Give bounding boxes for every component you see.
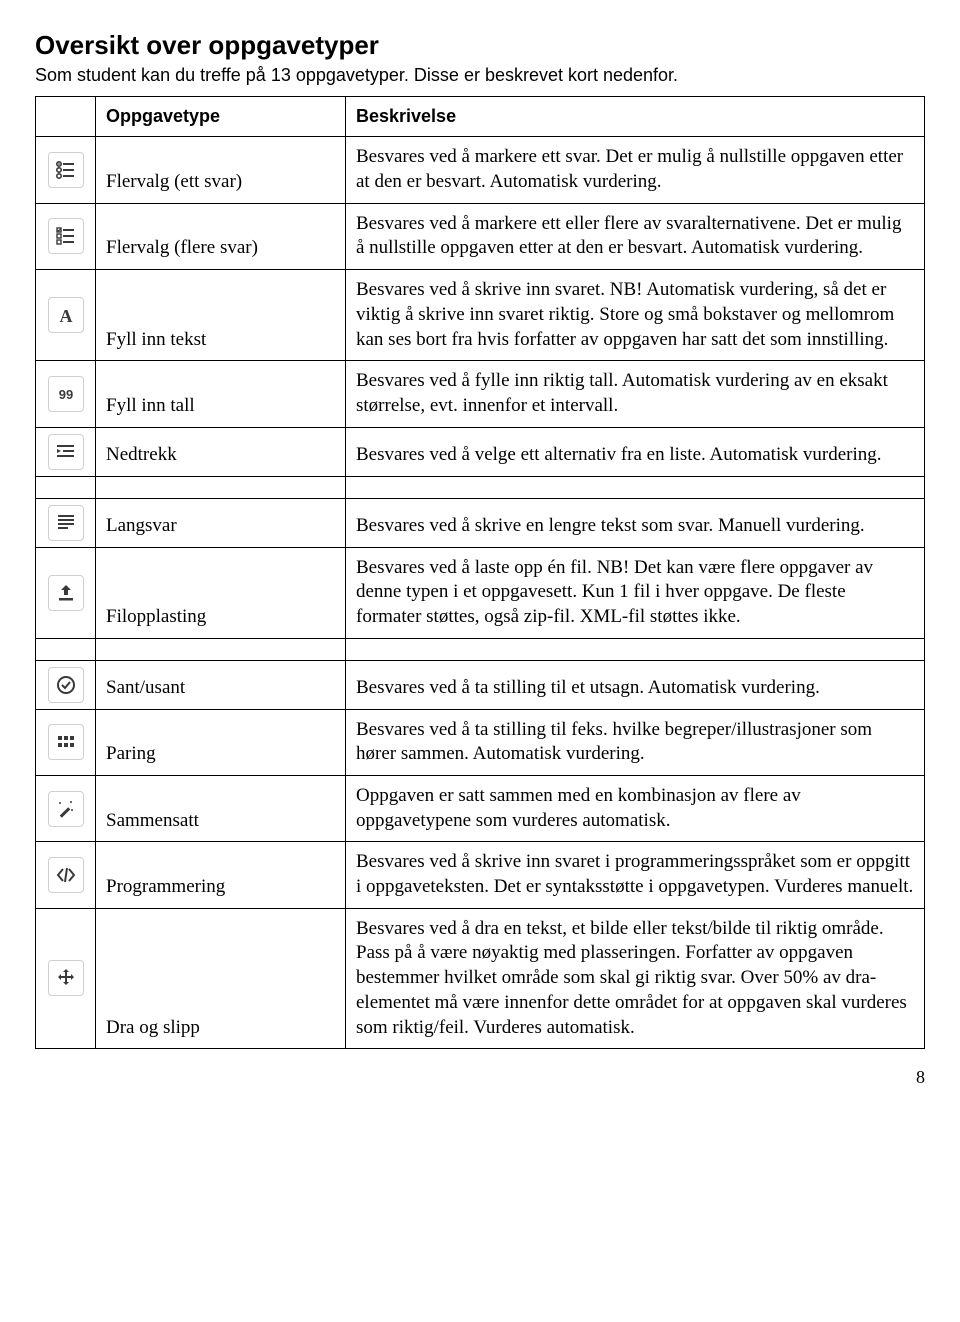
code-icon: [48, 857, 84, 893]
spacer-row: [36, 476, 925, 498]
task-type-table: Oppgavetype Beskrivelse Flervalg (ett sv…: [35, 96, 925, 1049]
type-cell: Sant/usant: [96, 660, 346, 709]
table-row: Dra og slippBesvares ved å dra en tekst,…: [36, 908, 925, 1048]
table-row: Sant/usantBesvares ved å ta stilling til…: [36, 660, 925, 709]
desc-cell: Besvares ved å skrive en lengre tekst so…: [346, 498, 925, 547]
list-check-icon: [48, 218, 84, 254]
number-99-icon: [48, 376, 84, 412]
header-desc-cell: Beskrivelse: [346, 97, 925, 137]
page-number: 8: [35, 1067, 925, 1088]
upload-icon: [48, 575, 84, 611]
list-radio-icon: [48, 152, 84, 188]
type-cell: Filopplasting: [96, 547, 346, 638]
type-cell: Fyll inn tall: [96, 361, 346, 427]
desc-cell: Besvares ved å markere ett eller flere a…: [346, 203, 925, 269]
type-cell: Sammensatt: [96, 776, 346, 842]
table-row: Fyll inn tallBesvares ved å fylle inn ri…: [36, 361, 925, 427]
icon-cell: [36, 842, 96, 908]
icon-cell: [36, 361, 96, 427]
desc-cell: Besvares ved å skrive inn svaret. NB! Au…: [346, 270, 925, 361]
desc-cell: Besvares ved å velge ett alternativ fra …: [346, 427, 925, 476]
spacer-row: [36, 638, 925, 660]
letter-a-icon: [48, 297, 84, 333]
icon-cell: [36, 137, 96, 203]
type-cell: Dra og slipp: [96, 908, 346, 1048]
intro-text: Som student kan du treffe på 13 oppgavet…: [35, 65, 925, 86]
magic-icon: [48, 791, 84, 827]
check-circle-icon: [48, 667, 84, 703]
table-row: Flervalg (ett svar)Besvares ved å marker…: [36, 137, 925, 203]
align-lines-icon: [48, 505, 84, 541]
icon-cell: [36, 427, 96, 476]
table-row: LangsvarBesvares ved å skrive en lengre …: [36, 498, 925, 547]
icon-cell: [36, 709, 96, 775]
table-row: SammensattOppgaven er satt sammen med en…: [36, 776, 925, 842]
table-row: Fyll inn tekstBesvares ved å skrive inn …: [36, 270, 925, 361]
table-header-row: Oppgavetype Beskrivelse: [36, 97, 925, 137]
desc-cell: Besvares ved å ta stilling til et utsagn…: [346, 660, 925, 709]
indent-icon: [48, 434, 84, 470]
type-cell: Fyll inn tekst: [96, 270, 346, 361]
header-icon-cell: [36, 97, 96, 137]
icon-cell: [36, 660, 96, 709]
desc-cell: Oppgaven er satt sammen med en kombinasj…: [346, 776, 925, 842]
type-cell: Paring: [96, 709, 346, 775]
type-cell: Langsvar: [96, 498, 346, 547]
desc-cell: Besvares ved å markere ett svar. Det er …: [346, 137, 925, 203]
page-title: Oversikt over oppgavetyper: [35, 30, 925, 61]
header-type-cell: Oppgavetype: [96, 97, 346, 137]
table-row: NedtrekkBesvares ved å velge ett alterna…: [36, 427, 925, 476]
type-cell: Flervalg (ett svar): [96, 137, 346, 203]
table-row: ProgrammeringBesvares ved å skrive inn s…: [36, 842, 925, 908]
desc-cell: Besvares ved å laste opp én fil. NB! Det…: [346, 547, 925, 638]
type-cell: Nedtrekk: [96, 427, 346, 476]
type-cell: Flervalg (flere svar): [96, 203, 346, 269]
desc-cell: Besvares ved å ta stilling til feks. hvi…: [346, 709, 925, 775]
icon-cell: [36, 547, 96, 638]
grid-icon: [48, 724, 84, 760]
table-row: FilopplastingBesvares ved å laste opp én…: [36, 547, 925, 638]
type-cell: Programmering: [96, 842, 346, 908]
desc-cell: Besvares ved å fylle inn riktig tall. Au…: [346, 361, 925, 427]
move-icon: [48, 960, 84, 996]
icon-cell: [36, 203, 96, 269]
icon-cell: [36, 498, 96, 547]
desc-cell: Besvares ved å skrive inn svaret i progr…: [346, 842, 925, 908]
icon-cell: [36, 270, 96, 361]
table-row: ParingBesvares ved å ta stilling til fek…: [36, 709, 925, 775]
icon-cell: [36, 776, 96, 842]
table-row: Flervalg (flere svar)Besvares ved å mark…: [36, 203, 925, 269]
icon-cell: [36, 908, 96, 1048]
desc-cell: Besvares ved å dra en tekst, et bilde el…: [346, 908, 925, 1048]
